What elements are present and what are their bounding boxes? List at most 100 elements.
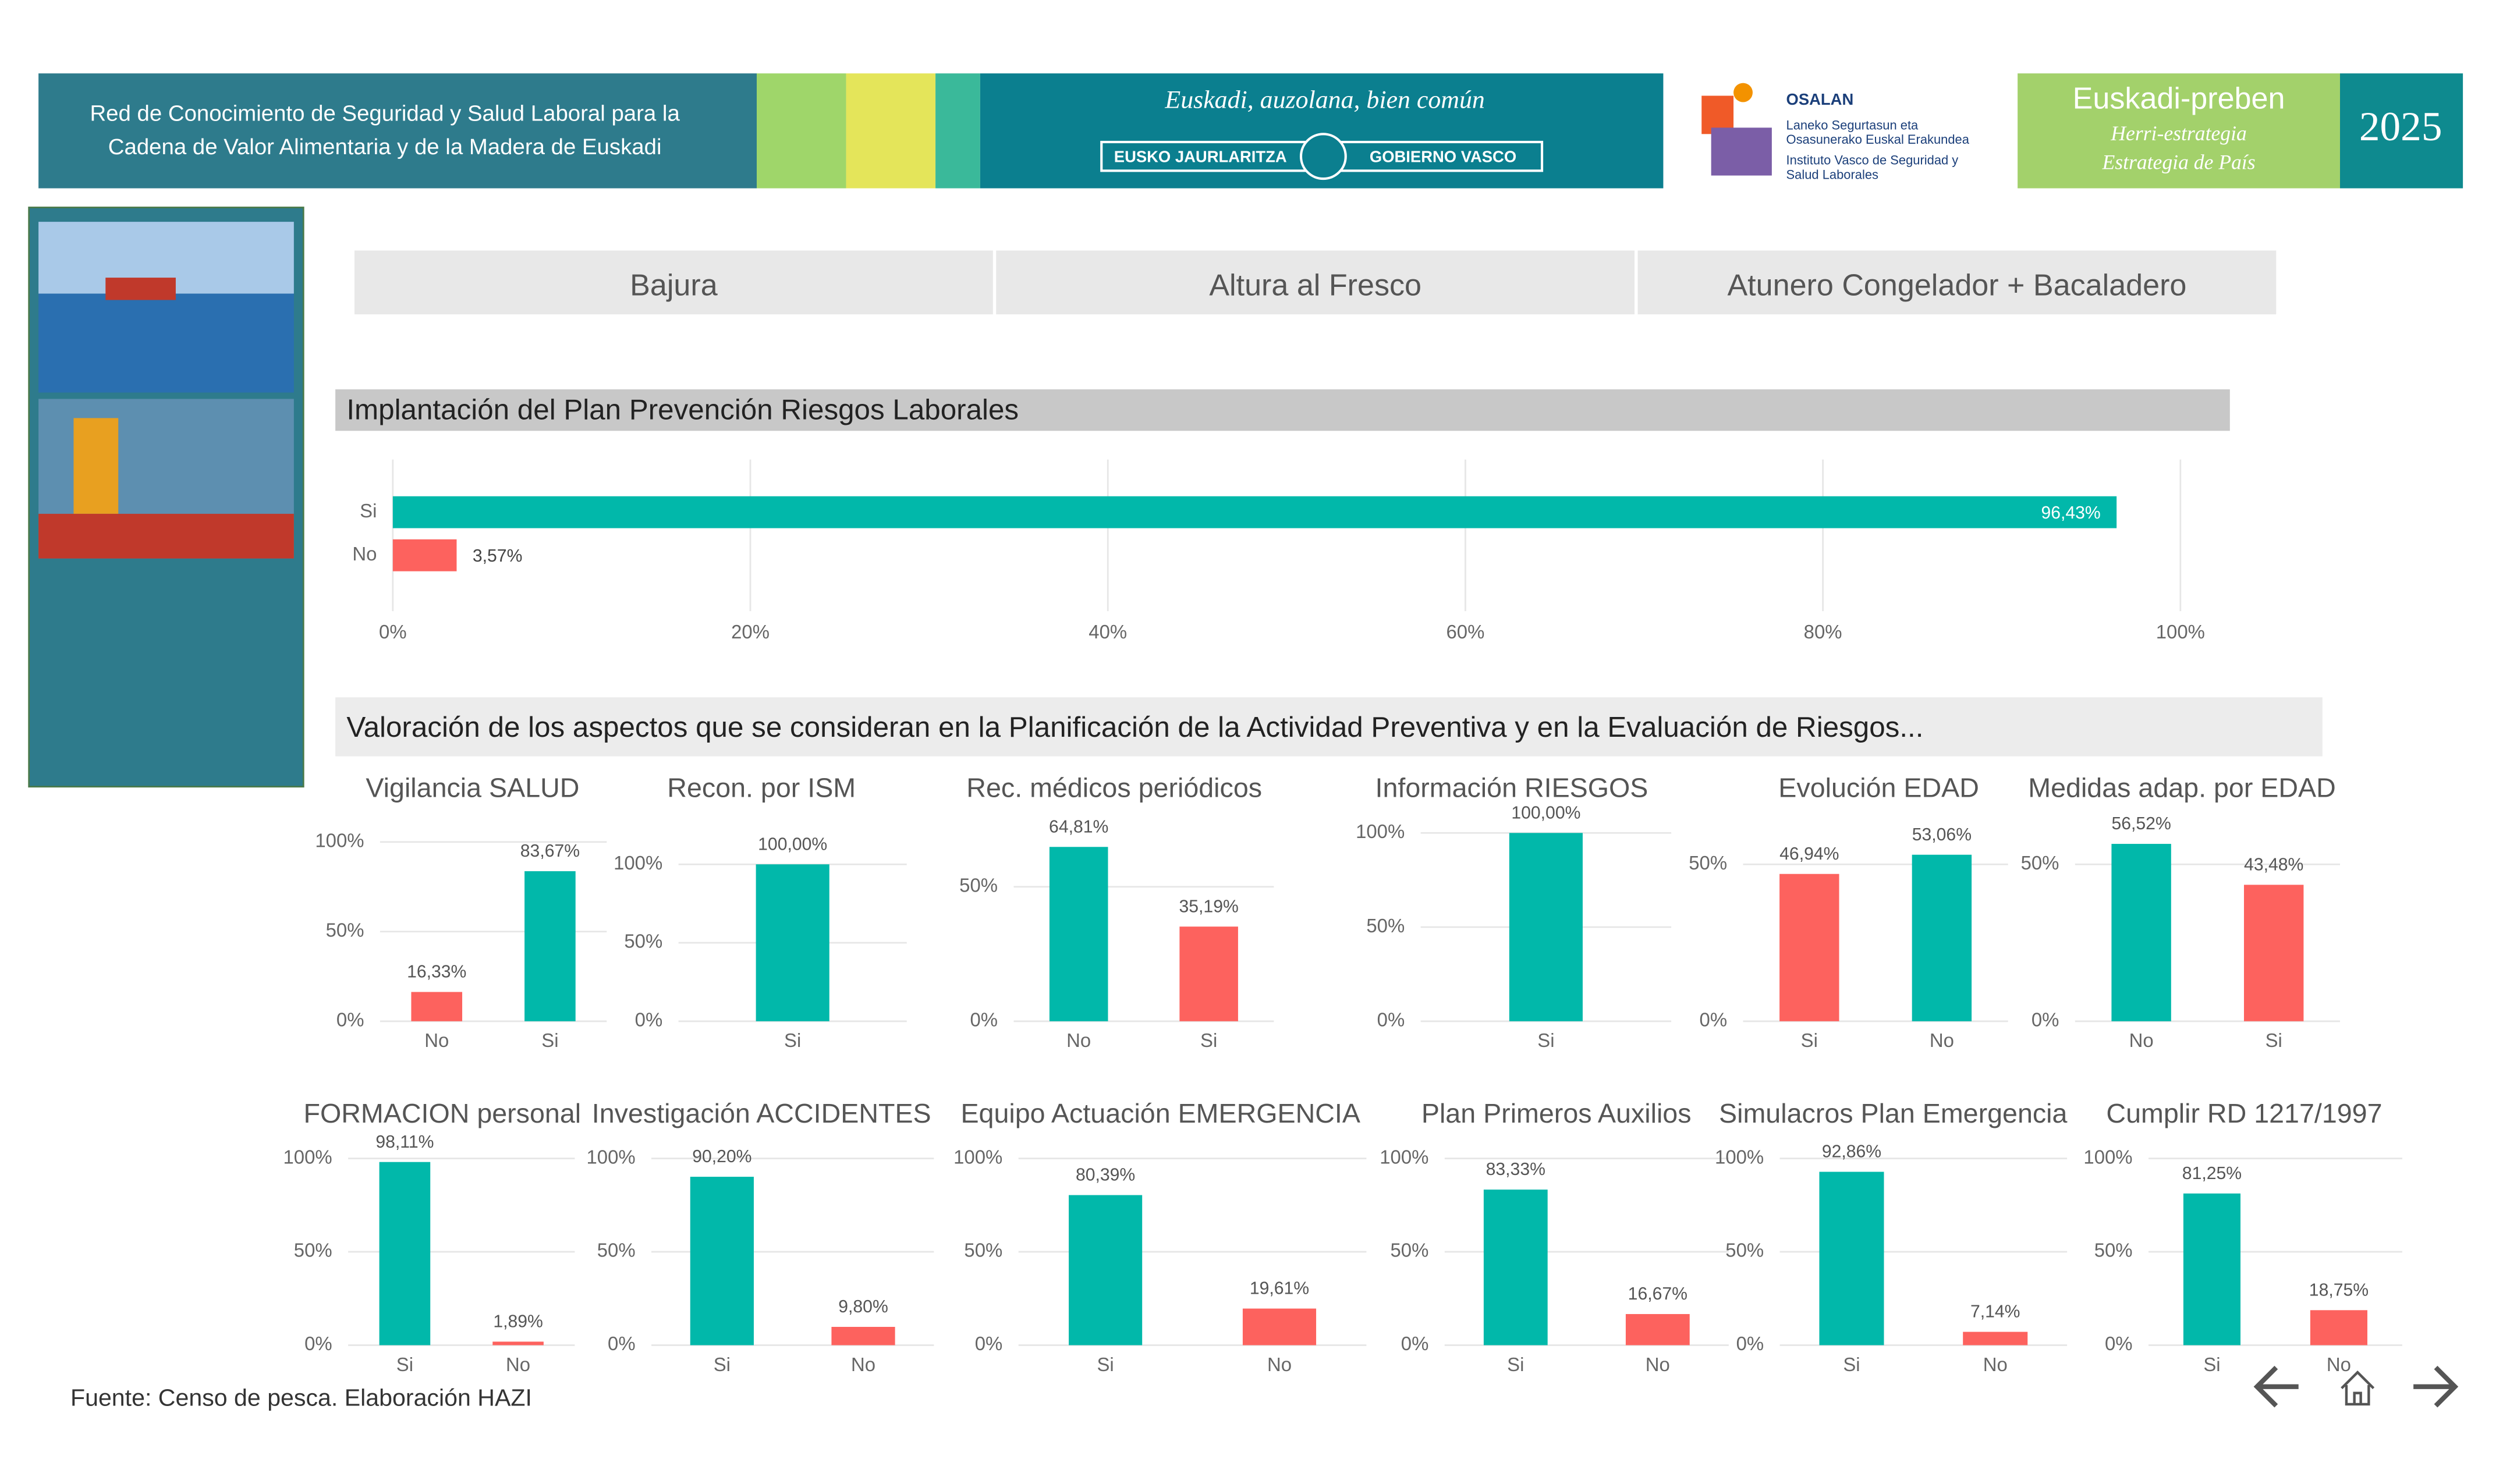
bar: [1242, 1308, 1317, 1345]
x-tick-label: No: [1930, 1029, 1954, 1051]
x-tick-label: Si: [1801, 1029, 1818, 1051]
y-tick-label: 100%: [953, 1146, 1002, 1167]
bar: [1069, 1195, 1143, 1345]
y-tick-label: 0%: [635, 1009, 663, 1031]
y-tick-label: 50%: [959, 874, 998, 896]
x-tick-label: Si: [1097, 1354, 1114, 1375]
x-tick-label: Si: [2266, 1029, 2282, 1051]
strategy-text: Herri-estrategia: [2110, 122, 2247, 145]
section-title: Valoración de los aspectos que se consid…: [346, 711, 1923, 743]
x-tick-label: No: [506, 1354, 530, 1375]
x-tick-label: Si: [1843, 1354, 1860, 1375]
y-tick-label: 100%: [2083, 1146, 2132, 1167]
strategy-text: Estrategia de País: [2101, 151, 2255, 174]
y-tick-label: 0%: [1736, 1333, 1764, 1354]
nav-next[interactable]: [2413, 1365, 2459, 1408]
x-tick-label: No: [1267, 1354, 1292, 1375]
x-tick-label: No: [1983, 1354, 2008, 1375]
stripe: [935, 73, 980, 189]
section-bar: [335, 389, 2230, 431]
bar: [831, 1327, 895, 1345]
y-tick-label: 0%: [1401, 1333, 1429, 1354]
year: 2025: [2359, 104, 2442, 150]
chart-title: Medidas adap. por EDAD: [2028, 773, 2336, 803]
bar: [1179, 926, 1238, 1021]
y-tick-label: 50%: [1689, 852, 1727, 874]
nav-home[interactable]: [2341, 1370, 2375, 1406]
osalan-text: Instituto Vasco de Seguridad y: [1786, 153, 1959, 168]
bar: [492, 1341, 544, 1345]
bar: [1509, 833, 1583, 1021]
x-tick-label: No: [1646, 1354, 1670, 1375]
photo-boat: [105, 278, 176, 300]
value-label: 7,14%: [1970, 1302, 2020, 1322]
tab[interactable]: [996, 250, 1635, 315]
value-label: 46,94%: [1779, 844, 1839, 864]
gov-name: EUSKO JAURLARITZA: [1114, 148, 1287, 166]
chart-title: Información RIESGOS: [1375, 773, 1648, 803]
arrow-right[interactable]: [2413, 1365, 2459, 1408]
chart-title: Plan Primeros Auxilios: [1421, 1098, 1692, 1128]
value-label: 1,89%: [493, 1312, 543, 1331]
y-tick-label: 50%: [1391, 1240, 1429, 1261]
stripe: [846, 73, 936, 189]
tab-label[interactable]: Altura al Fresco: [1209, 268, 1421, 302]
y-tick-label: 50%: [964, 1240, 1002, 1261]
gov-emblem: [1299, 133, 1347, 180]
x-tick-label: No: [851, 1354, 875, 1375]
x-tick-label: 40%: [1089, 621, 1127, 642]
nav-back[interactable]: [2253, 1365, 2299, 1408]
value-label: 90,20%: [692, 1147, 751, 1166]
arrow-left[interactable]: [2253, 1365, 2299, 1408]
year-banner: [2340, 73, 2463, 189]
value-label: 83,67%: [520, 842, 580, 861]
y-tick-label: 0%: [975, 1333, 1003, 1354]
y-tick-label: 0%: [1377, 1009, 1405, 1031]
photo-deck: [38, 513, 294, 559]
y-tick-label: 100%: [614, 852, 662, 874]
osalan-text: Osasunerako Euskal Erakundea: [1786, 132, 1970, 147]
x-tick-label: Si: [1537, 1029, 1554, 1051]
x-tick-label: 0%: [379, 621, 407, 642]
tab[interactable]: [354, 250, 993, 315]
strategy-banner: [2018, 73, 2340, 189]
y-tick-label: 0%: [608, 1333, 636, 1354]
y-tick-label: 50%: [294, 1240, 332, 1261]
value-label: 81,25%: [2182, 1164, 2242, 1183]
y-tick-label: 0%: [336, 1009, 364, 1031]
bar: [1625, 1313, 1690, 1345]
section-bar: [335, 697, 2323, 757]
value-label: 19,61%: [1250, 1279, 1309, 1298]
chart-title: Evolución EDAD: [1778, 773, 1979, 803]
stripe: [757, 73, 846, 189]
y-tick-label: 0%: [2032, 1009, 2059, 1031]
bar: [1963, 1332, 2028, 1345]
x-tick-label: Si: [541, 1029, 558, 1051]
y-tick-label: 100%: [315, 829, 364, 851]
home-icon[interactable]: [2341, 1370, 2375, 1406]
value-label: 96,43%: [2041, 503, 2100, 523]
tab[interactable]: [1637, 250, 2277, 315]
x-tick-label: Si: [1507, 1354, 1524, 1375]
header-title: Cadena de Valor Alimentaria y de la Made…: [108, 134, 662, 159]
bar: [1483, 1190, 1548, 1345]
section-title: Implantación del Plan Prevención Riesgos…: [346, 393, 1019, 425]
y-tick-label: Si: [360, 500, 377, 521]
tab-label[interactable]: Atunero Congelador + Bacaladero: [1727, 268, 2186, 302]
osalan-text: Laneko Segurtasun eta: [1786, 118, 1919, 132]
chart-title: Simulacros Plan Emergencia: [1719, 1098, 2067, 1128]
bar: [690, 1177, 754, 1345]
osalan-text: Salud Laborales: [1786, 167, 1878, 182]
value-label: 83,33%: [1486, 1160, 1545, 1179]
tab-label[interactable]: Bajura: [630, 268, 718, 302]
x-tick-label: Si: [714, 1354, 731, 1375]
header-banner: [38, 73, 757, 189]
y-tick-label: 50%: [326, 919, 364, 940]
y-tick-label: 50%: [1725, 1240, 1764, 1261]
x-tick-label: Si: [2203, 1354, 2220, 1375]
y-tick-label: 50%: [2094, 1240, 2133, 1261]
value-label: 80,39%: [1076, 1166, 1135, 1185]
x-tick-label: Si: [396, 1354, 413, 1375]
y-tick-label: 50%: [624, 931, 662, 952]
